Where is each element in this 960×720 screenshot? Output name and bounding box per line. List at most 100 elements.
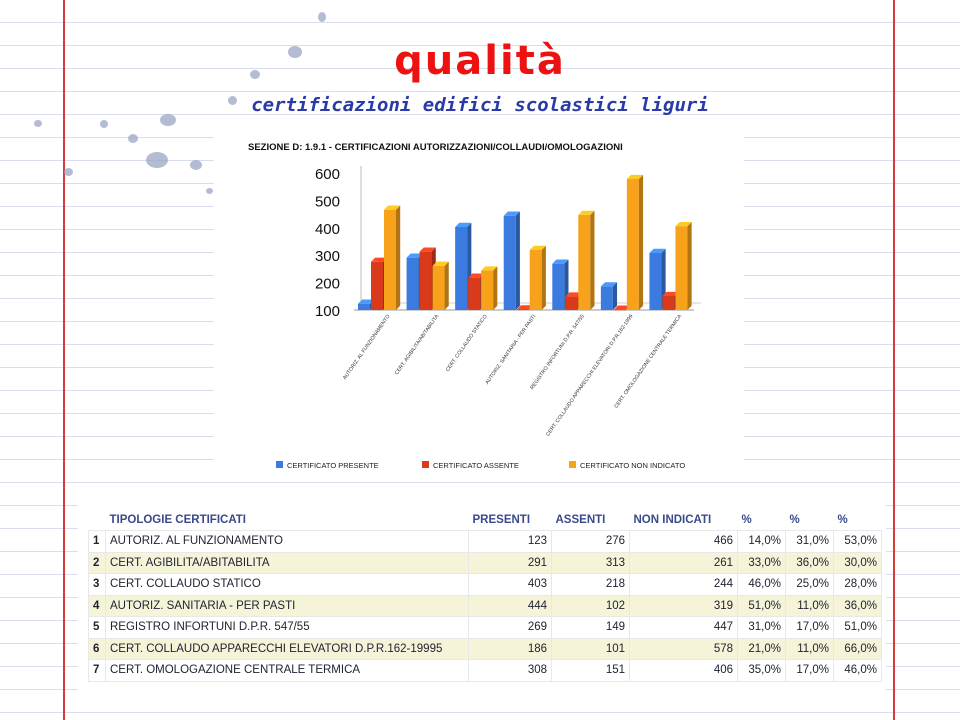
row-percent-non-indicati: 46,0% xyxy=(833,659,882,682)
bar-presente xyxy=(600,286,613,310)
bar-non-indicato xyxy=(675,226,688,310)
header-tipologie: TIPOLOGIE CERTIFICATI xyxy=(109,514,247,526)
bar-top xyxy=(384,205,401,210)
table-row: 5 REGISTRO INFORTUNI D.P.R. 547/55 269 1… xyxy=(88,616,882,639)
bar-presente xyxy=(552,263,565,310)
legend-swatch-non-indicato xyxy=(569,461,576,468)
x-category-label: CERT. COLLAUDO APPARECCHI ELEVATORI D.P.… xyxy=(545,314,634,438)
bar-side xyxy=(396,205,401,310)
row-tipologia: CERT. COLLAUDO STATICO xyxy=(105,573,469,596)
bar-top xyxy=(600,282,618,287)
legend-label: CERTIFICATO PRESENTE xyxy=(287,461,379,470)
bar-top xyxy=(406,253,423,258)
x-category-label: AUTORIZ. AL FUNZIONAMENTO xyxy=(342,314,392,381)
bar-non-indicato xyxy=(384,209,396,310)
bar-top xyxy=(578,210,595,215)
right-margin-line xyxy=(893,0,895,720)
bar-top xyxy=(649,248,666,254)
row-tipologia: CERT. COLLAUDO APPARECCHI ELEVATORI D.P.… xyxy=(105,637,469,660)
row-percent-non-indicati: 30,0% xyxy=(833,551,882,574)
bar-non-indicato xyxy=(626,179,639,310)
row-tipologia: AUTORIZ. SANITARIA - PER PASTI xyxy=(105,594,469,617)
bar-side xyxy=(493,266,498,310)
legend-swatch-presente xyxy=(276,461,283,468)
bar-presente xyxy=(406,257,419,310)
row-percent-presenti: 21,0% xyxy=(737,637,786,660)
bar-side xyxy=(590,210,595,310)
bar-top xyxy=(419,247,436,252)
bar-top xyxy=(468,273,485,278)
table-header-row: TIPOLOGIE CERTIFICATI PRESENTI ASSENTI N… xyxy=(89,510,882,531)
bar-assente xyxy=(371,261,383,310)
bar-presente xyxy=(503,215,516,310)
row-percent-non-indicati: 53,0% xyxy=(833,530,882,553)
bar-assente xyxy=(419,251,432,310)
header-assenti: ASSENTI xyxy=(555,514,606,526)
row-assenti: 151 xyxy=(551,659,630,682)
y-tick-label: 500 xyxy=(315,193,340,210)
x-category-label: REGISTRO INFORTUNI D.P.R. 547/55 xyxy=(529,314,586,391)
x-category-label: CERT. COLLAUDO STATICO xyxy=(445,314,489,373)
slide-subtitle: certificazioni edifici scolastici liguri xyxy=(251,94,709,116)
row-percent-assenti: 25,0% xyxy=(785,573,834,596)
bar-top xyxy=(613,305,631,310)
bar-chart-panel: SEZIONE D: 1.9.1 - CERTIFICAZIONI AUTORI… xyxy=(214,132,744,477)
row-percent-assenti: 17,0% xyxy=(785,616,834,639)
header-percent-assenti: % xyxy=(789,514,800,526)
row-tipologia: CERT. AGIBILITA/ABITABILITA xyxy=(105,551,469,574)
header-percent-non-indicati: % xyxy=(837,514,848,526)
row-percent-presenti: 31,0% xyxy=(737,616,786,639)
bar-top xyxy=(662,291,679,297)
row-index: 3 xyxy=(88,573,106,596)
row-percent-presenti: 46,0% xyxy=(737,573,786,596)
row-percent-assenti: 11,0% xyxy=(785,637,834,660)
bar-side xyxy=(541,245,546,310)
row-assenti: 149 xyxy=(551,616,630,639)
slide-title: qualità xyxy=(394,38,566,84)
row-non-indicati: 319 xyxy=(629,594,738,617)
bar-non-indicato xyxy=(578,214,591,310)
header-non-indicati: NON INDICATI xyxy=(633,514,712,526)
row-assenti: 313 xyxy=(551,551,630,574)
row-percent-assenti: 11,0% xyxy=(785,594,834,617)
row-percent-assenti: 17,0% xyxy=(785,659,834,682)
row-non-indicati: 578 xyxy=(629,637,738,660)
bar-top xyxy=(503,211,520,216)
y-tick-label: 300 xyxy=(315,248,340,265)
bar-side xyxy=(638,174,644,310)
bar-non-indicato xyxy=(529,249,542,310)
row-tipologia: CERT. OMOLOGAZIONE CENTRALE TERMICA xyxy=(105,659,469,682)
row-index: 4 xyxy=(88,594,106,617)
certificates-table: TIPOLOGIE CERTIFICATI PRESENTI ASSENTI N… xyxy=(88,510,882,682)
row-percent-presenti: 14,0% xyxy=(737,530,786,553)
x-category-label: AUTORIZ. SANITARIA - PER PASTI xyxy=(484,314,537,386)
row-percent-presenti: 35,0% xyxy=(737,659,786,682)
left-margin-line xyxy=(63,0,65,720)
row-presenti: 403 xyxy=(468,573,552,596)
row-percent-non-indicati: 66,0% xyxy=(833,637,882,660)
row-non-indicati: 261 xyxy=(629,551,738,574)
table-row: 7 CERT. OMOLOGAZIONE CENTRALE TERMICA 30… xyxy=(88,659,882,682)
row-index: 1 xyxy=(88,530,106,553)
bar-top xyxy=(516,305,533,310)
legend-label: CERTIFICATO NON INDICATO xyxy=(580,461,685,470)
row-presenti: 123 xyxy=(468,530,552,553)
table-row: 4 AUTORIZ. SANITARIA - PER PASTI 444 102… xyxy=(88,594,882,617)
legend-label: CERTIFICATO ASSENTE xyxy=(433,461,519,470)
row-percent-non-indicati: 36,0% xyxy=(833,594,882,617)
header-presenti: PRESENTI xyxy=(472,514,531,526)
bar-top xyxy=(626,174,644,180)
bar-assente xyxy=(516,309,529,310)
bar-assente xyxy=(613,309,626,311)
row-index: 5 xyxy=(88,616,106,639)
row-non-indicati: 244 xyxy=(629,573,738,596)
row-tipologia: AUTORIZ. AL FUNZIONAMENTO xyxy=(105,530,469,553)
bar-top xyxy=(455,222,472,227)
row-non-indicati: 406 xyxy=(629,659,738,682)
bar-side xyxy=(612,282,618,310)
row-presenti: 308 xyxy=(468,659,552,682)
row-presenti: 291 xyxy=(468,551,552,574)
x-category-label: CERT. AGIBILITA/ABITABILITA xyxy=(394,313,441,376)
row-percent-assenti: 31,0% xyxy=(785,530,834,553)
table-row: 6 CERT. COLLAUDO APPARECCHI ELEVATORI D.… xyxy=(88,637,882,660)
